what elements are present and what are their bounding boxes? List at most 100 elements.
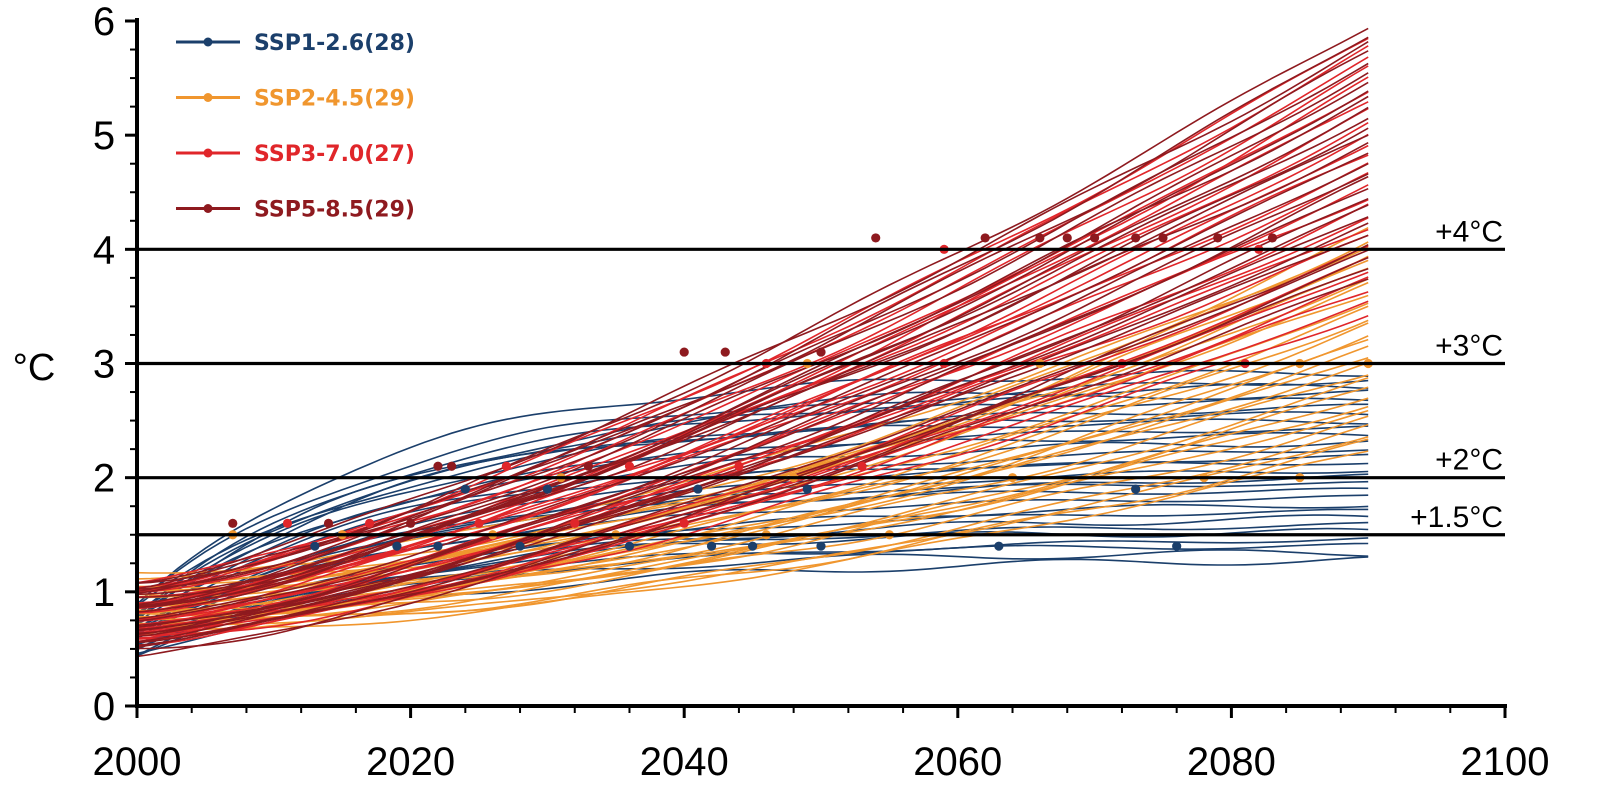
ssp1-26-crossing-point bbox=[515, 541, 525, 551]
ssp5-85-model-line bbox=[136, 173, 1369, 627]
legend-swatch-marker bbox=[203, 93, 213, 102]
y-tick-label: 0 bbox=[93, 685, 115, 729]
ssp3-70-crossing-point bbox=[734, 461, 744, 471]
ssp3-70-crossing-point bbox=[857, 461, 867, 471]
ssp5-85-crossing-point bbox=[720, 347, 730, 357]
axes-layer: 0 1 2 3 4 5 6 2000 2020 2040 2060 2080 2100 °C bbox=[13, 0, 1550, 784]
ssp1-26-model-line bbox=[136, 379, 1369, 615]
ssp5-85-model-line bbox=[136, 72, 1369, 590]
ssp5-85-model-line bbox=[136, 197, 1369, 628]
ssp5-85-crossing-point bbox=[406, 518, 416, 528]
x-tick-label: 2080 bbox=[1187, 740, 1276, 784]
threshold-label: +4°C bbox=[1435, 215, 1503, 248]
ssp5-85-model-line bbox=[136, 41, 1369, 584]
ssp1-26-model-line bbox=[136, 440, 1369, 618]
ssp3-70-model-line bbox=[136, 315, 1369, 637]
ssp5-85-crossing-point bbox=[1131, 233, 1141, 243]
ssp5-85-model-line bbox=[136, 162, 1369, 631]
ssp3-70-crossing-point bbox=[624, 461, 635, 471]
ssp1-26-crossing-point bbox=[748, 541, 758, 551]
x-tick-label: 2100 bbox=[1461, 740, 1550, 784]
legend-swatch-marker bbox=[203, 204, 213, 213]
ssp1-26-crossing-point bbox=[706, 541, 717, 551]
ssp5-85-model-line bbox=[136, 81, 1369, 609]
threshold-label: +2°C bbox=[1435, 444, 1503, 477]
ssp3-70-model-line bbox=[136, 184, 1369, 622]
legend-label: SSP2-4.5(29) bbox=[254, 87, 415, 112]
x-tick-label: 2020 bbox=[366, 740, 455, 784]
ssp5-85-crossing-point bbox=[1090, 233, 1100, 243]
ssp5-85-model-line bbox=[136, 249, 1369, 646]
ssp3-70-crossing-point bbox=[474, 518, 484, 528]
legend: SSP1-2.6(28) SSP2-4.5(29) SSP3-7.0(27) SSP5… bbox=[176, 31, 415, 223]
ssp1-26-model-line bbox=[136, 369, 1369, 606]
threshold-label: +3°C bbox=[1435, 330, 1503, 363]
y-axis-label: °C bbox=[13, 347, 56, 389]
legend-label: SSP5-8.5(29) bbox=[254, 198, 415, 223]
y-tick-label: 4 bbox=[93, 228, 115, 272]
ssp5-85-crossing-point bbox=[228, 518, 238, 528]
legend-item-ssp5-85: SSP5-8.5(29) bbox=[176, 198, 415, 223]
model-lines-layer bbox=[136, 27, 1369, 658]
ssp5-85-crossing-point bbox=[323, 518, 334, 528]
ssp3-70-crossing-point bbox=[570, 518, 580, 528]
ssp5-85-crossing-point bbox=[1267, 233, 1278, 243]
ssp5-85-crossing-point bbox=[1213, 233, 1223, 243]
threshold-lines-layer: +4°C +3°C +2°C +1.5°C bbox=[137, 215, 1505, 537]
ssp5-85-crossing-point bbox=[816, 347, 826, 357]
y-tick-label: 5 bbox=[93, 114, 115, 158]
x-tick-label: 2060 bbox=[913, 740, 1002, 784]
ssp5-85-model-line bbox=[137, 243, 1369, 650]
x-tick-label: 2040 bbox=[640, 740, 729, 784]
ssp5-85-crossing-point bbox=[583, 461, 594, 471]
ssp5-85-model-line bbox=[136, 36, 1369, 595]
ssp1-26-crossing-point bbox=[693, 484, 703, 494]
ssp5-85-model-line bbox=[136, 278, 1369, 658]
ssp5-85-crossing-point bbox=[871, 233, 881, 243]
ssp5-85-model-line bbox=[136, 95, 1369, 607]
ssp3-70-crossing-point bbox=[282, 518, 293, 528]
ssp1-26-model-line bbox=[136, 418, 1369, 616]
ssp1-26-crossing-point bbox=[1172, 541, 1182, 551]
ssp1-26-crossing-point bbox=[802, 484, 812, 494]
ssp1-26-crossing-point bbox=[310, 541, 320, 551]
threshold-label: +1.5°C bbox=[1410, 501, 1503, 534]
ssp5-85-model-line bbox=[136, 152, 1369, 620]
ssp5-85-model-line bbox=[136, 27, 1369, 593]
y-tick-label: 2 bbox=[93, 457, 115, 501]
ssp1-26-model-line bbox=[136, 449, 1369, 629]
ssp5-85-crossing-point bbox=[1158, 233, 1168, 243]
ssp3-70-model-line bbox=[136, 107, 1369, 610]
ssp1-26-crossing-point bbox=[1131, 484, 1141, 494]
legend-label: SSP1-2.6(28) bbox=[254, 31, 415, 56]
y-tick-label: 3 bbox=[93, 343, 115, 387]
ssp1-26-crossing-point bbox=[542, 484, 553, 494]
legend-label: SSP3-7.0(27) bbox=[254, 142, 415, 167]
ssp1-26-crossing-point bbox=[460, 484, 470, 494]
x-tick-label: 2000 bbox=[93, 740, 182, 784]
ssp5-85-crossing-point bbox=[1035, 233, 1045, 243]
ssp5-85-model-line bbox=[136, 127, 1369, 599]
ssp5-85-model-line bbox=[136, 106, 1369, 608]
ssp5-85-crossing-point bbox=[447, 461, 457, 471]
ssp5-85-model-line bbox=[136, 204, 1369, 643]
ssp3-70-model-line bbox=[136, 65, 1369, 592]
ssp3-70-crossing-point bbox=[501, 461, 511, 471]
ssp2-45-model-line bbox=[136, 450, 1369, 634]
ssp3-70-crossing-point bbox=[679, 518, 689, 528]
ssp1-26-crossing-point bbox=[816, 541, 826, 551]
ssp1-26-crossing-point bbox=[994, 541, 1004, 551]
legend-swatch-marker bbox=[203, 37, 213, 47]
ssp5-85-crossing-point bbox=[433, 461, 443, 471]
ssp5-85-crossing-point bbox=[980, 233, 990, 243]
y-tick-label: 6 bbox=[93, 0, 115, 44]
ssp1-26-crossing-point bbox=[624, 541, 635, 551]
ssp1-26-crossing-point bbox=[433, 541, 443, 551]
ssp3-70-model-line bbox=[136, 245, 1369, 639]
ssp5-85-crossing-point bbox=[1062, 233, 1072, 243]
ssp5-85-model-line bbox=[136, 50, 1369, 590]
legend-item-ssp3-70: SSP3-7.0(27) bbox=[176, 142, 415, 167]
legend-item-ssp1-26: SSP1-2.6(28) bbox=[176, 31, 415, 56]
